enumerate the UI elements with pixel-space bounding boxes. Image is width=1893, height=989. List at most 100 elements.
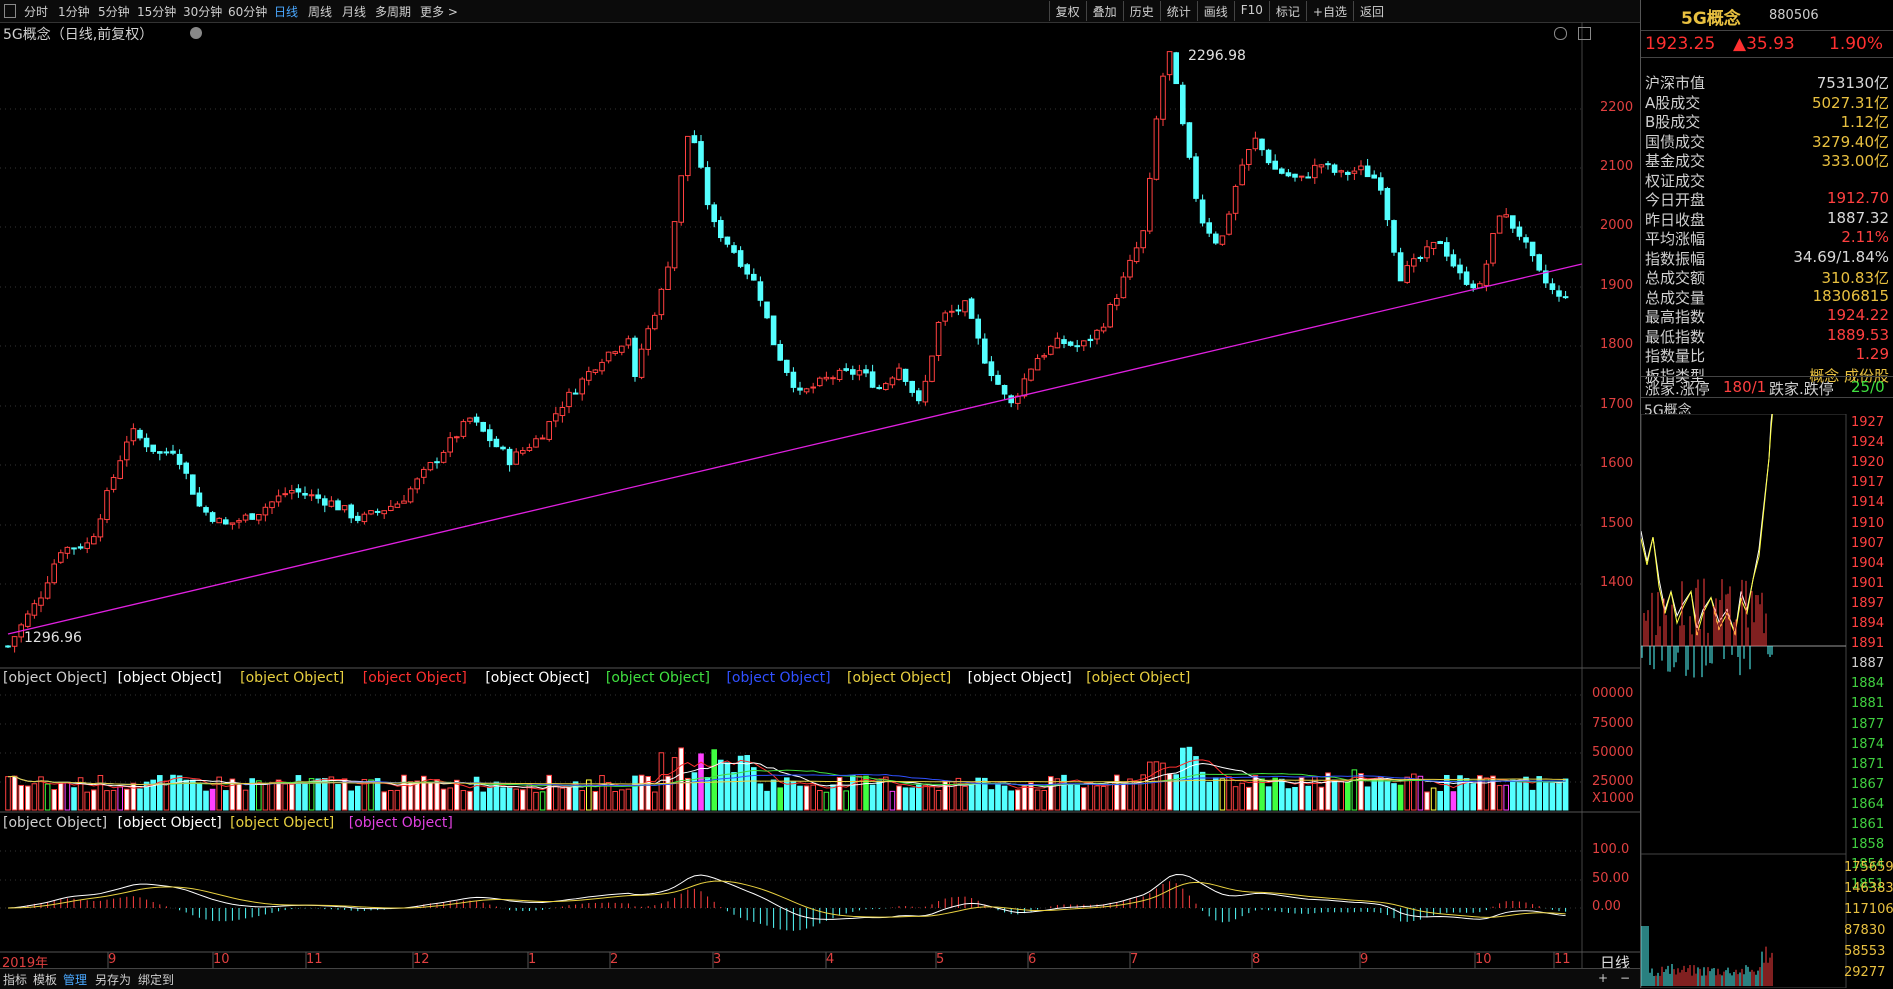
- volume-bar: [645, 775, 652, 811]
- volume-bar: [157, 775, 163, 811]
- period-tab-60min[interactable]: 60分钟: [228, 5, 268, 19]
- volume-bar: [1028, 782, 1034, 811]
- restore-rights-button[interactable]: 复权: [1048, 1, 1086, 21]
- volume-bar: [1358, 773, 1364, 811]
- volume-bar: [1067, 783, 1074, 811]
- period-tab-15min[interactable]: 15分钟: [137, 5, 177, 19]
- back-button[interactable]: 返回: [1352, 1, 1390, 21]
- candle-body: [355, 515, 361, 521]
- history-button[interactable]: 历史: [1122, 1, 1160, 21]
- candle-body: [619, 345, 625, 353]
- volume-bar: [896, 785, 902, 811]
- bind-to-button[interactable]: 绑定到: [138, 973, 175, 987]
- mark-button[interactable]: 标记: [1268, 1, 1306, 21]
- candle-body: [1430, 241, 1437, 249]
- candle-body: [374, 510, 381, 513]
- mini-volume-tick: 29277: [1844, 965, 1886, 980]
- volume-bar: [1153, 761, 1160, 811]
- price-tick: 1700: [1600, 397, 1634, 412]
- draw-line-button[interactable]: 画线: [1196, 1, 1234, 21]
- volume-bar: [665, 775, 671, 811]
- candle-body: [975, 318, 982, 339]
- mini-price-tick: 1858: [1851, 837, 1885, 853]
- zoom-in-button[interactable]: +: [1598, 971, 1609, 985]
- candle-body: [1285, 172, 1292, 177]
- stat-value: 1889.53: [1826, 325, 1889, 344]
- chart-title: 5G概念（日线,前复权）: [3, 27, 154, 43]
- volume-bar: [1477, 775, 1483, 811]
- volume-header-item: [object Object]: [605, 670, 711, 686]
- candle-body: [612, 351, 619, 354]
- candle-body: [150, 444, 156, 452]
- advancers-label: 涨家.涨停: [1645, 380, 1710, 398]
- stat-row: 总成交额 310.83亿: [1645, 267, 1890, 287]
- candle-body: [5, 645, 11, 648]
- add-watchlist-button[interactable]: +自选: [1305, 1, 1353, 21]
- indicator-button[interactable]: 指标: [3, 973, 28, 987]
- indicator-bottom-bar: 指标 模板 管理 另存为 绑定到 + −: [0, 968, 1640, 989]
- volume-bar: [1496, 785, 1503, 811]
- stat-value: 310.83亿: [1821, 269, 1890, 287]
- volume-bar: [1397, 784, 1404, 811]
- candle-body: [737, 250, 744, 267]
- volume-bar: [1457, 775, 1463, 811]
- volume-bar: [1391, 783, 1397, 811]
- kline-chart[interactable]: [0, 22, 1640, 968]
- volume-bar: [355, 785, 361, 811]
- candle-body: [803, 388, 810, 393]
- price-change: ▲35.93: [1733, 34, 1795, 54]
- period-tab-multi[interactable]: 多周期: [375, 5, 412, 19]
- close-icon[interactable]: [1578, 27, 1591, 40]
- chart-title-dropdown-icon[interactable]: [190, 27, 202, 39]
- save-as-button[interactable]: 另存为: [95, 973, 132, 987]
- candle-body: [1529, 241, 1536, 257]
- volume-bar: [586, 779, 592, 811]
- candle-body: [843, 368, 850, 371]
- overlay-button[interactable]: 叠加: [1085, 1, 1123, 21]
- date-tick: 8: [1252, 952, 1261, 967]
- period-tab-daily[interactable]: 日线: [274, 5, 299, 19]
- volume-bar: [1160, 762, 1166, 811]
- period-tab-weekly[interactable]: 周线: [308, 5, 333, 19]
- f10-button[interactable]: F10: [1233, 1, 1269, 21]
- period-tab-intraday[interactable]: 分时: [24, 5, 49, 19]
- candle-body: [421, 468, 427, 478]
- candle-body: [638, 348, 645, 378]
- candle-body: [962, 300, 968, 313]
- period-tab-monthly[interactable]: 月线: [342, 5, 367, 19]
- volume-bar: [473, 776, 480, 811]
- date-tick: 10: [213, 952, 230, 967]
- candle-body: [143, 437, 150, 448]
- volume-bar: [810, 784, 817, 811]
- candle-body: [58, 552, 64, 563]
- mini-price-tick: 1881: [1851, 696, 1885, 712]
- volume-bar: [454, 779, 460, 811]
- template-button[interactable]: 模板: [33, 973, 58, 987]
- volume-bar: [1199, 771, 1206, 811]
- candle-body: [1259, 138, 1265, 151]
- statistics-button[interactable]: 统计: [1159, 1, 1197, 21]
- period-tab-5min[interactable]: 5分钟: [98, 5, 130, 19]
- candle-body: [1378, 177, 1384, 191]
- candle-body: [572, 392, 579, 395]
- candle-body: [1562, 296, 1569, 299]
- period-tab-1min[interactable]: 1分钟: [58, 5, 90, 19]
- volume-bar: [1529, 789, 1536, 811]
- period-axis-label: 日线: [1600, 954, 1631, 972]
- volume-bar: [863, 775, 869, 811]
- menu-icon[interactable]: [4, 4, 16, 18]
- volume-bar: [1338, 780, 1345, 811]
- volume-bar: [1285, 788, 1292, 811]
- candle-body: [1114, 297, 1120, 306]
- date-tick: 6: [1028, 952, 1037, 967]
- zoom-out-button[interactable]: −: [1620, 971, 1631, 985]
- date-tick: 9: [1360, 952, 1369, 967]
- settings-icon[interactable]: [1554, 27, 1567, 40]
- manage-button[interactable]: 管理: [63, 973, 88, 987]
- mini-price-tick: 1917: [1851, 475, 1885, 491]
- intraday-mini-chart[interactable]: [1641, 414, 1893, 988]
- period-tab-more[interactable]: 更多 >: [420, 5, 458, 19]
- volume-bar: [170, 774, 176, 811]
- candle-body: [427, 461, 434, 471]
- period-tab-30min[interactable]: 30分钟: [183, 5, 223, 19]
